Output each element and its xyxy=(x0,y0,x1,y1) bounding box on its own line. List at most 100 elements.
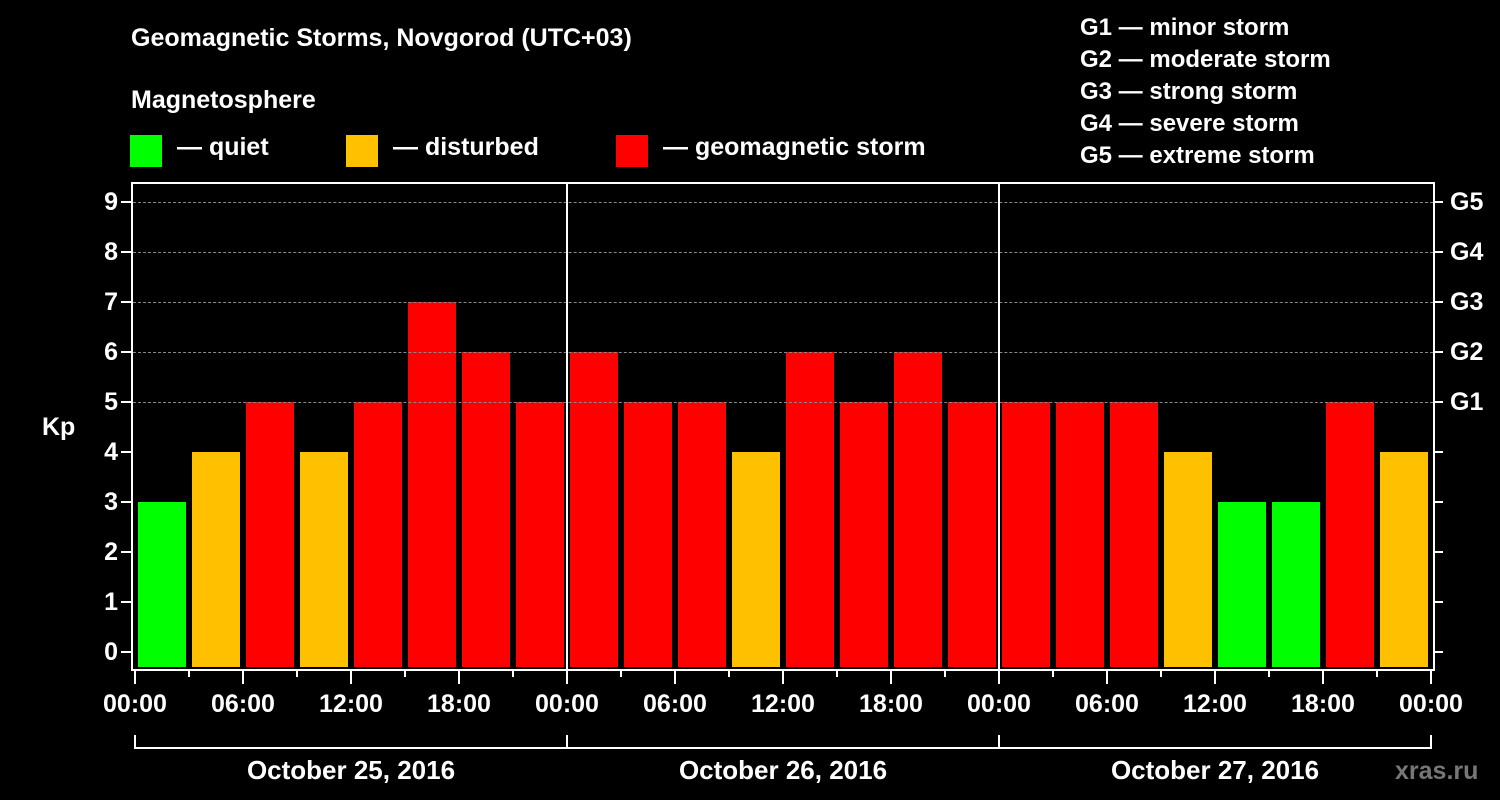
kp-bar xyxy=(1002,402,1050,667)
kp-bar xyxy=(300,452,348,667)
y-tick-right xyxy=(1433,551,1443,553)
x-tick-major xyxy=(674,669,676,684)
x-tick-minor xyxy=(404,669,406,677)
kp-bar xyxy=(1164,452,1212,667)
y-tick-right xyxy=(1433,601,1443,603)
g-scale-item: G1 — minor storm xyxy=(1080,14,1290,41)
x-tick-label: 06:00 xyxy=(1075,690,1139,718)
x-tick-major xyxy=(890,669,892,684)
kp-bar xyxy=(732,452,780,667)
y-tick-label: 9 xyxy=(104,188,118,216)
x-tick-minor xyxy=(836,669,838,677)
legend-swatch-disturbed xyxy=(346,135,378,167)
g-scale-item: G2 — moderate storm xyxy=(1080,46,1331,73)
y-tick-left xyxy=(121,201,131,203)
y-tick-right xyxy=(1433,401,1443,403)
y-tick-left xyxy=(121,651,131,653)
kp-bar xyxy=(840,402,888,667)
x-tick-label: 00:00 xyxy=(967,690,1031,718)
x-tick-major xyxy=(782,669,784,684)
y-tick-right xyxy=(1433,251,1443,253)
y-axis-title: Kp xyxy=(42,413,76,441)
x-tick-label: 06:00 xyxy=(643,690,707,718)
y-tick-label: 4 xyxy=(104,438,118,466)
gridline xyxy=(133,202,1433,203)
x-tick-label: 12:00 xyxy=(751,690,815,718)
y-tick-left xyxy=(121,601,131,603)
magnetosphere-heading: Magnetosphere xyxy=(131,86,316,114)
gridline xyxy=(133,402,1433,403)
day-divider xyxy=(998,182,1000,669)
x-tick-label: 06:00 xyxy=(211,690,275,718)
kp-bar xyxy=(246,402,294,667)
g-level-label: G3 xyxy=(1450,288,1484,316)
legend-label-storm: — geomagnetic storm xyxy=(663,133,926,161)
kp-bar xyxy=(138,502,186,667)
x-tick-major xyxy=(134,669,136,684)
y-tick-left xyxy=(121,251,131,253)
x-tick-label: 12:00 xyxy=(319,690,383,718)
kp-bar xyxy=(354,402,402,667)
kp-bar xyxy=(1218,502,1266,667)
g-level-label: G5 xyxy=(1450,188,1484,216)
x-tick-major xyxy=(458,669,460,684)
gridline xyxy=(133,302,1433,303)
x-tick-major xyxy=(1430,669,1432,684)
x-tick-minor xyxy=(728,669,730,677)
y-tick-label: 8 xyxy=(104,238,118,266)
kp-bar xyxy=(516,402,564,667)
x-tick-major xyxy=(1214,669,1216,684)
gridline xyxy=(133,252,1433,253)
day-bracket xyxy=(134,735,568,749)
kp-bar xyxy=(1056,402,1104,667)
y-tick-left xyxy=(121,401,131,403)
legend-swatch-quiet xyxy=(130,135,162,167)
legend-label-disturbed: — disturbed xyxy=(393,133,539,161)
gridline xyxy=(133,352,1433,353)
x-tick-label: 00:00 xyxy=(1399,690,1463,718)
kp-bar xyxy=(624,402,672,667)
kp-bar xyxy=(678,402,726,667)
kp-bar xyxy=(1110,402,1158,667)
x-tick-minor xyxy=(188,669,190,677)
x-tick-major xyxy=(242,669,244,684)
y-tick-label: 1 xyxy=(104,588,118,616)
kp-bar xyxy=(570,352,618,667)
x-tick-minor xyxy=(1160,669,1162,677)
y-tick-label: 7 xyxy=(104,288,118,316)
g-level-label: G2 xyxy=(1450,338,1484,366)
plot-frame xyxy=(131,182,1435,671)
kp-bar xyxy=(894,352,942,667)
y-tick-left xyxy=(121,501,131,503)
legend-swatch-storm xyxy=(616,135,648,167)
day-label: October 27, 2016 xyxy=(1110,755,1320,785)
x-tick-minor xyxy=(1268,669,1270,677)
x-tick-label: 00:00 xyxy=(103,690,167,718)
kp-bar xyxy=(948,402,996,667)
y-tick-left xyxy=(121,551,131,553)
kp-bar xyxy=(1272,502,1320,667)
day-divider xyxy=(566,182,568,669)
kp-bar xyxy=(462,352,510,667)
y-tick-left xyxy=(121,301,131,303)
y-tick-left xyxy=(121,351,131,353)
y-tick-label: 6 xyxy=(104,338,118,366)
x-tick-minor xyxy=(1052,669,1054,677)
kp-bar xyxy=(1380,452,1428,667)
y-tick-label: 3 xyxy=(104,488,118,516)
y-tick-right xyxy=(1433,301,1443,303)
y-tick-label: 0 xyxy=(104,638,118,666)
x-tick-label: 18:00 xyxy=(427,690,491,718)
day-bracket xyxy=(998,735,1432,749)
x-tick-major xyxy=(1106,669,1108,684)
x-tick-label: 00:00 xyxy=(535,690,599,718)
y-tick-right xyxy=(1433,451,1443,453)
y-tick-label: 2 xyxy=(104,538,118,566)
x-tick-minor xyxy=(296,669,298,677)
g-scale-legend: G1 — minor storm G2 — moderate storm G3 … xyxy=(1080,12,1331,172)
x-tick-minor xyxy=(512,669,514,677)
x-tick-label: 18:00 xyxy=(1291,690,1355,718)
x-tick-minor xyxy=(1376,669,1378,677)
day-bracket xyxy=(566,735,1000,749)
x-tick-major xyxy=(566,669,568,684)
